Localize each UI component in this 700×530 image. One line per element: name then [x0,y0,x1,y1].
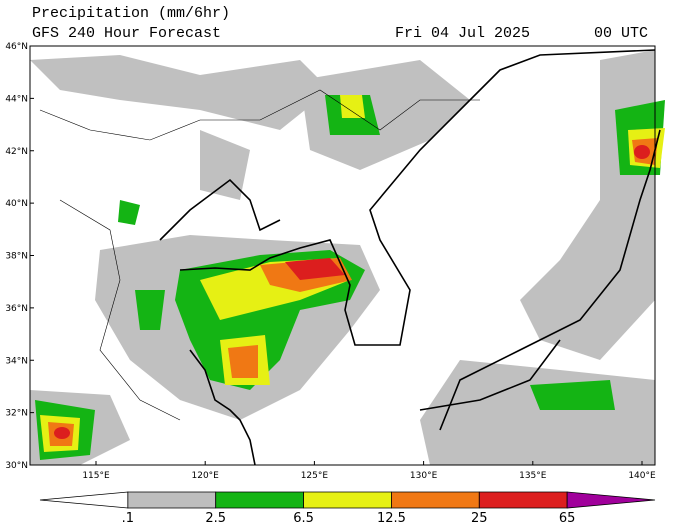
lat-label: 40°N [5,199,28,209]
colorbar-swatch [566,491,656,509]
colorbar-label: 25 [471,511,488,525]
lat-label: 30°N [5,461,28,471]
borders [39,89,480,421]
lon-labels: 115°E 120°E 125°E 130°E 135°E 140°E [82,461,656,481]
lat-label: 36°N [5,304,28,314]
colorbar-swatch [303,491,392,509]
colorbar-label: 6.5 [293,511,314,525]
colorbar-swatch [391,491,480,509]
lon-label: 115°E [82,471,110,481]
lat-labels: 46°N 44°N 42°N 40°N 38°N 36°N 34°N 32°N 30°N [5,42,34,471]
time: 00 UTC [594,25,648,42]
lat-label: 44°N [5,94,28,104]
date: Fri 04 Jul 2025 [395,25,530,42]
colorbar-label: 2.5 [205,511,226,525]
subtitle: GFS 240 Hour Forecast [32,25,221,42]
colorbar-swatch [39,491,129,509]
lat-label: 32°N [5,409,28,419]
title: Precipitation (mm/6hr) [32,5,230,22]
colorbar: .1 2.5 6.5 12.5 25 65 [39,491,656,526]
map-area [29,45,665,466]
lon-label: 135°E [519,471,547,481]
lon-label: 130°E [410,471,438,481]
lat-label: 42°N [5,147,28,157]
lat-label: 34°N [5,356,28,366]
extreme-precip [54,145,650,439]
lon-label: 125°E [301,471,329,481]
lat-label: 38°N [5,252,28,262]
coastlines [159,49,661,466]
colorbar-label: 12.5 [377,511,406,525]
colorbar-label: 65 [559,511,576,525]
lat-label: 46°N [5,42,28,52]
colorbar-swatch [215,491,304,509]
colorbar-label: .1 [122,511,134,525]
lon-label: 140°E [628,471,656,481]
colorbar-swatch [127,491,217,509]
colorbar-swatch [478,491,568,509]
lon-label: 120°E [192,471,220,481]
